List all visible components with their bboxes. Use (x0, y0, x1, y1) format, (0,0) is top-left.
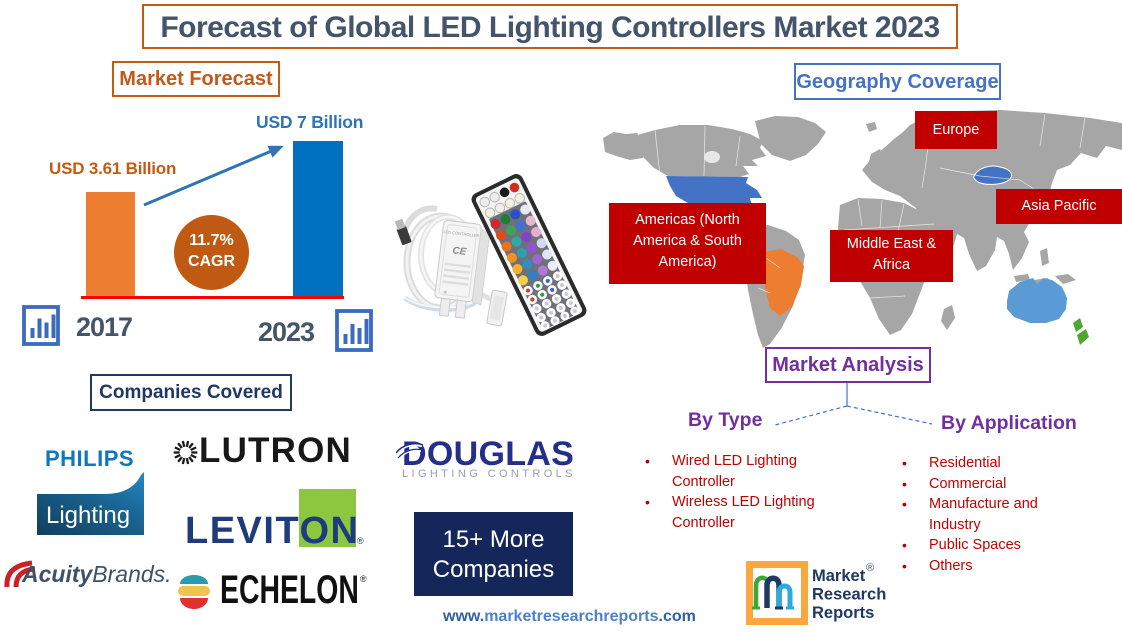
svg-text:CE: CE (452, 245, 467, 258)
svg-text:Reports: Reports (812, 604, 874, 622)
svg-text:LED CONTROLLER: LED CONTROLLER (443, 229, 480, 238)
svg-text:Market: Market (812, 567, 866, 585)
svg-text:Lighting: Lighting (46, 502, 130, 529)
svg-text:®: ® (866, 562, 874, 574)
svg-text:Research: Research (812, 586, 886, 604)
